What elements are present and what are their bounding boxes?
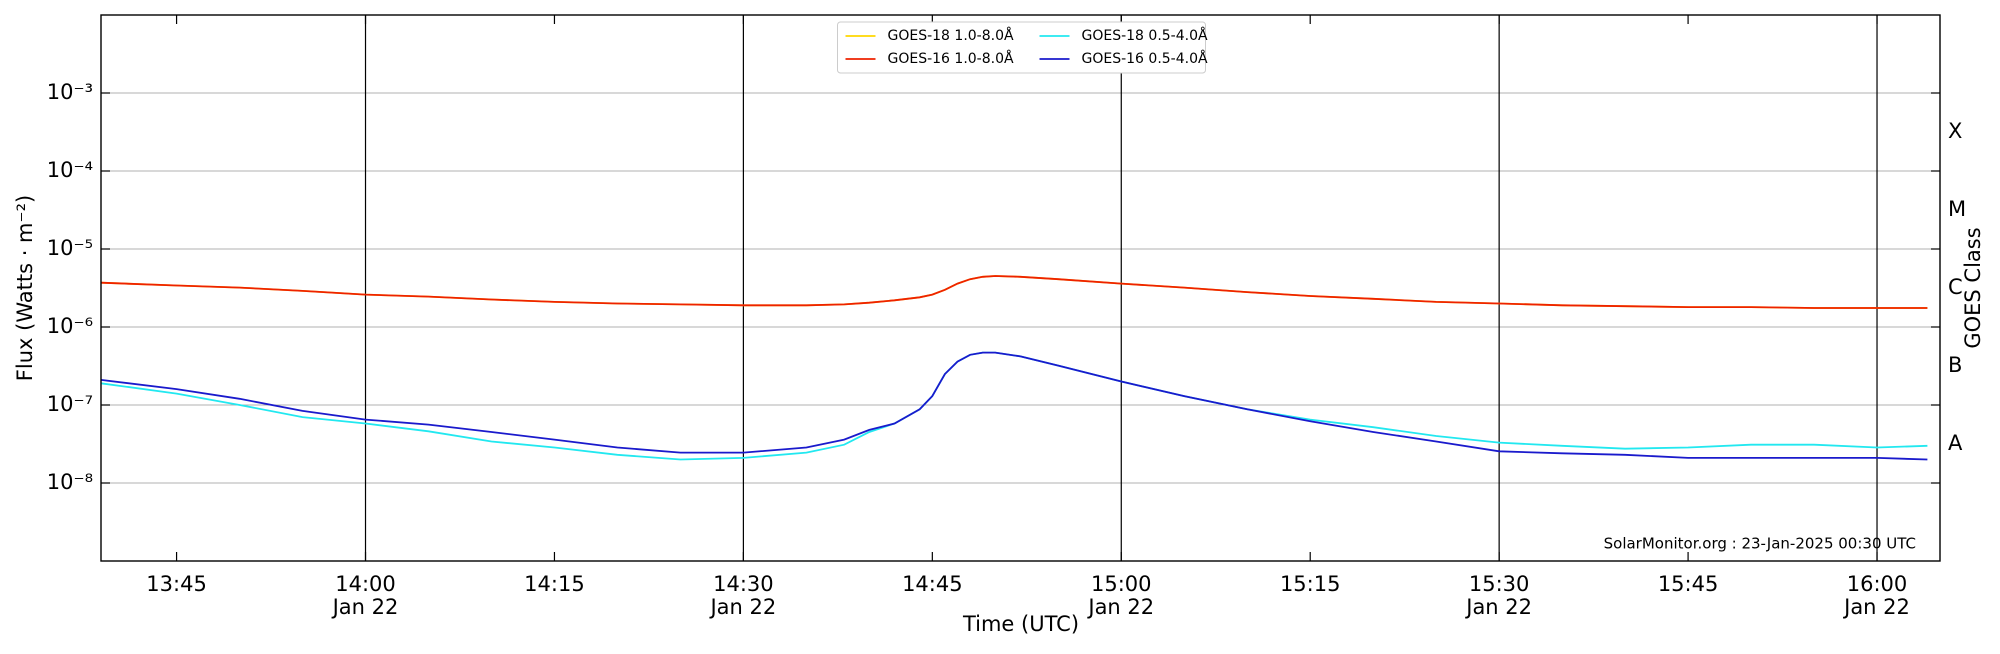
y2-tick-label: M <box>1948 197 1966 221</box>
x-tick-label: 15:45 <box>1658 572 1719 596</box>
y-tick-label: 10⁻⁶ <box>47 314 93 338</box>
y-tick-label: 10⁻⁸ <box>47 470 93 494</box>
legend-box <box>837 21 1206 74</box>
annotation: SolarMonitor.org : 23-Jan-2025 00:30 UTC <box>1604 535 1916 553</box>
y2-tick-label: B <box>1948 353 1962 377</box>
x-tick-label: 15:30 <box>1469 572 1530 596</box>
y2-axis-label: GOES Class <box>1961 227 1985 348</box>
x-tick-label: Jan 22 <box>1464 595 1532 619</box>
x-tick-label: Jan 22 <box>1086 595 1154 619</box>
y-axis-label: Flux (Watts · m⁻²) <box>13 195 37 381</box>
series-line <box>100 275 1928 309</box>
y-tick-label: 10⁻³ <box>47 80 93 104</box>
y-tick-label: 10⁻⁵ <box>47 236 93 260</box>
x-tick-label: Jan 22 <box>1842 595 1910 619</box>
x-tick-label: 16:00 <box>1847 572 1908 596</box>
x-tick-label: 15:00 <box>1091 572 1152 596</box>
legend-label: GOES-16 0.5-4.0Å <box>1082 50 1208 67</box>
y-tick-label: 10⁻⁷ <box>47 392 93 416</box>
x-tick-label: Jan 22 <box>331 595 399 619</box>
legend-label: GOES-18 1.0-8.0Å <box>888 27 1014 44</box>
x-tick-label: 14:45 <box>902 572 963 596</box>
x-tick-label: Jan 22 <box>708 595 776 619</box>
legend-label: GOES-16 1.0-8.0Å <box>888 50 1014 67</box>
y-tick-label: 10⁻⁴ <box>47 158 93 182</box>
plot-frame <box>100 14 1941 562</box>
series-line <box>100 275 1928 309</box>
y2-tick-label: C <box>1948 275 1963 299</box>
y2-tick-label: X <box>1948 119 1962 143</box>
x-tick-label: 14:00 <box>335 572 396 596</box>
x-tick-label: 15:15 <box>1280 572 1341 596</box>
x-axis-label: Time (UTC) <box>962 612 1079 636</box>
series-line <box>100 351 1928 461</box>
legend-label: GOES-18 0.5-4.0Å <box>1082 27 1208 44</box>
x-tick-label: 14:15 <box>524 572 585 596</box>
y2-tick-label: A <box>1948 431 1963 455</box>
x-tick-label: 13:45 <box>146 572 207 596</box>
series-line <box>100 351 1928 461</box>
x-tick-label: 14:30 <box>713 572 774 596</box>
